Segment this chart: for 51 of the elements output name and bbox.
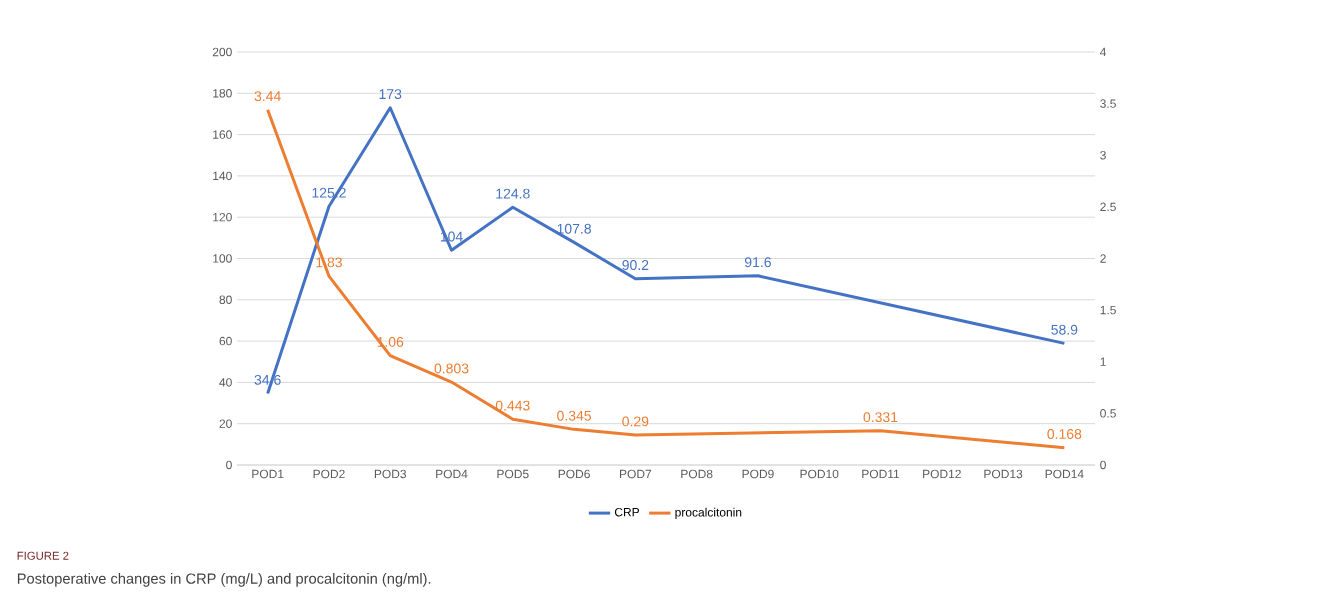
- y-tick-label: 80: [219, 295, 232, 305]
- x-tick-label: POD7: [620, 469, 652, 479]
- y-tick-label: 160: [213, 130, 232, 139]
- data-label: 0.443: [495, 400, 530, 411]
- data-label: 91.6: [744, 257, 771, 268]
- y-tick-label: 200: [212, 47, 232, 57]
- y2-tick-label: 3.5: [1100, 99, 1116, 108]
- x-tick-label: POD9: [742, 469, 774, 479]
- x-tick-label: POD12: [923, 469, 961, 479]
- x-tick-label: POD2: [313, 469, 345, 479]
- x-tick-label: POD3: [374, 469, 407, 479]
- x-tick-label: POD8: [681, 469, 713, 479]
- y2-tick-label: 4: [1099, 47, 1107, 57]
- y2-tick-label: 2.5: [1100, 202, 1116, 212]
- legend-label: CRP: [614, 507, 640, 517]
- y-tick-label: 180: [213, 89, 232, 98]
- x-tick-label: POD14: [1045, 469, 1084, 479]
- data-label: 173: [379, 89, 402, 100]
- y2-tick-label: 2: [1100, 254, 1106, 263]
- x-tick-label: POD10: [800, 469, 839, 479]
- legend-label: procalcitonin: [675, 507, 742, 519]
- y2-tick-label: 3: [1100, 150, 1106, 160]
- y-tick-label: 100: [213, 254, 232, 263]
- y-tick-label: 120: [213, 212, 232, 222]
- caption: FIGURE 2: [17, 551, 69, 560]
- data-label: 0.803: [434, 363, 469, 374]
- x-tick-label: POD6: [558, 469, 590, 479]
- data-label: 0.168: [1047, 429, 1082, 439]
- y2-tick-label: 0.5: [1100, 409, 1116, 418]
- data-label: 0.331: [863, 412, 898, 423]
- y2-tick-label: 0: [1100, 460, 1106, 470]
- data-label: 3.44: [254, 91, 281, 102]
- data-label: 90.2: [622, 260, 649, 271]
- y2-tick-label: 1: [1100, 357, 1106, 366]
- data-label: 58.9: [1051, 324, 1078, 335]
- y2-tick-label: 1.5: [1100, 305, 1116, 315]
- data-label: 0.345: [557, 410, 591, 421]
- data-label: 0.29: [622, 416, 649, 427]
- y-tick-label: 20: [219, 419, 232, 428]
- y-tick-label: 0: [226, 460, 232, 470]
- x-tick-label: POD5: [497, 469, 529, 479]
- x-tick-label: POD1: [252, 469, 284, 479]
- data-label: 124.8: [496, 188, 530, 199]
- y-tick-label: 60: [219, 336, 232, 346]
- x-tick-label: POD13: [984, 469, 1023, 479]
- data-label: 107.8: [557, 223, 591, 234]
- x-tick-label: POD11: [862, 469, 900, 479]
- y-tick-label: 140: [213, 171, 232, 181]
- y-tick-label: 40: [219, 378, 232, 387]
- text: Postoperative changes in CRP (mg/L) and procalcitonin (ng/ml).: [17, 573, 431, 587]
- x-tick-label: POD4: [436, 469, 468, 479]
